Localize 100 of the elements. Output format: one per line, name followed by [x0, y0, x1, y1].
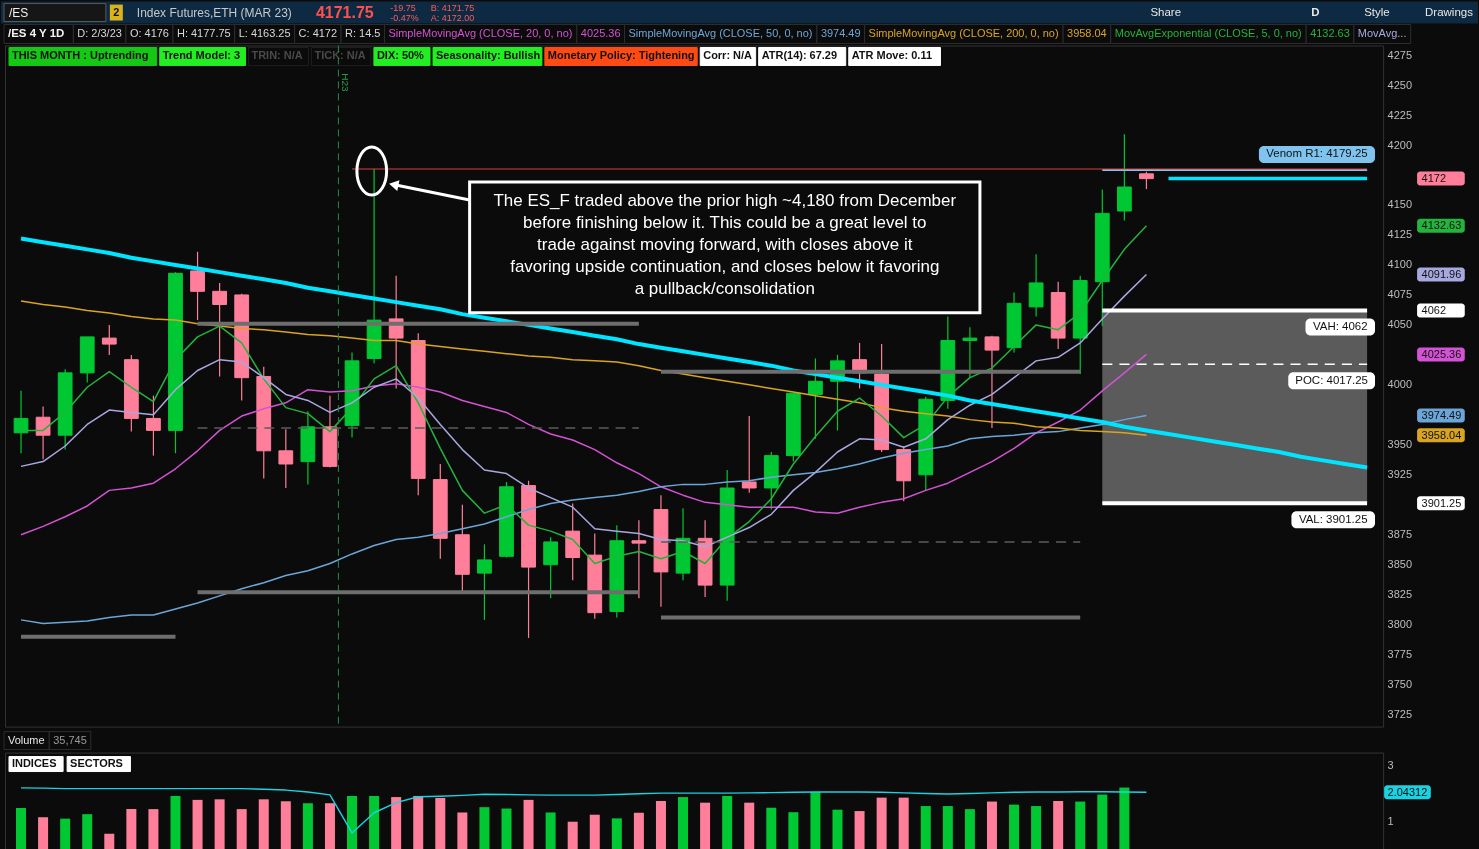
- series-label: VAH: 4062: [1312, 319, 1368, 332]
- y-tick-label: 3950: [1387, 438, 1413, 451]
- line-series: [20, 414, 1148, 625]
- annotation: Trend Model: 3: [162, 49, 241, 62]
- bar: [347, 795, 358, 849]
- text: A: 4172.00: [430, 12, 475, 23]
- chart-subtitle: Index Futures,ETH (MAR 23): [136, 5, 292, 20]
- bar: [302, 803, 313, 849]
- y-tick-label: 4125: [1387, 228, 1413, 241]
- bar: [280, 801, 291, 849]
- text: -19.75: [390, 2, 416, 13]
- annotation: The ES_F traded above the prior high ~4,180 from December before finishing below it. This could be a great level to trade against moving forward, with closes above it favoring upside continuation, and closes below it favoring a pullback/consolidation: [493, 190, 957, 298]
- candlestick: [984, 335, 1000, 429]
- bar: [655, 800, 666, 849]
- y-tick-label: 4100: [1387, 258, 1413, 271]
- annotation: Corr: N/A: [703, 49, 753, 62]
- y2-tick-label: 4025.36: [1421, 347, 1462, 360]
- annotation: THIS MONTH : Uptrending: [11, 49, 149, 62]
- text: H: 4177.75: [176, 27, 231, 40]
- text: D: [1311, 5, 1320, 18]
- text: MovAvgExponential (CLOSE, 5, 0, no): [1114, 27, 1302, 40]
- candlestick: [190, 251, 205, 321]
- y-tick-label: 4050: [1387, 318, 1413, 331]
- bar: [60, 818, 71, 849]
- bar: [457, 812, 468, 849]
- bar: [1031, 806, 1042, 849]
- y-tick-label: 3875: [1387, 528, 1413, 541]
- bar: [170, 795, 181, 849]
- bar: [633, 812, 644, 849]
- bar: [722, 795, 733, 849]
- annotation: DIX: 50%: [376, 49, 425, 62]
- bar: [82, 814, 93, 849]
- bar: [589, 814, 600, 849]
- y-tick-label: 4150: [1387, 198, 1413, 211]
- text: MovAvg...: [1357, 27, 1407, 40]
- candlestick: [808, 357, 823, 440]
- bar: [192, 799, 203, 849]
- bar: [1009, 804, 1020, 849]
- text: -0.47%: [390, 12, 419, 23]
- bar: [16, 807, 27, 849]
- candlestick: [1028, 253, 1044, 318]
- bar: [104, 833, 115, 849]
- candlestick: [741, 415, 757, 494]
- y2-tick-label: 3901.25: [1421, 496, 1462, 509]
- annotation: H23: [340, 73, 352, 93]
- bar: [744, 802, 755, 849]
- text: SimpleMovingAvg (CLOSE, 200, 0, no): [868, 27, 1059, 40]
- candlestick: [631, 519, 647, 599]
- y2-tick-label: 3974.49: [1421, 408, 1462, 421]
- text: SimpleMovingAvg (CLOSE, 50, 0, no): [628, 27, 813, 40]
- bar: [898, 797, 909, 849]
- bar: [214, 799, 225, 849]
- series-label: POC: 4017.25: [1295, 373, 1368, 386]
- y-tick-label: 4000: [1387, 378, 1413, 391]
- y2-tick-label: 4091.96: [1421, 268, 1462, 281]
- candlestick: [962, 326, 978, 379]
- text: Style: [1364, 5, 1390, 18]
- bar: [258, 799, 269, 849]
- text: SimpleMovingAvg (CLOSE, 20, 0, no): [388, 27, 573, 40]
- text: O: 4176: [129, 27, 169, 40]
- bar: [126, 809, 137, 849]
- y-tick-label: 4225: [1387, 108, 1413, 121]
- y-tick-label: 2.04312: [1387, 785, 1428, 798]
- candlestick: [477, 543, 492, 621]
- y-tick-label: 3725: [1387, 708, 1413, 721]
- candlestick: [212, 282, 228, 378]
- y2-tick-label: 4172: [1421, 172, 1446, 185]
- bar: [920, 806, 931, 849]
- candlestick: [1116, 133, 1132, 222]
- candlestick: [543, 536, 559, 599]
- bar: [391, 797, 402, 849]
- annotation: SECTORS: [70, 757, 123, 770]
- text: Share: [1150, 5, 1182, 18]
- candlestick: [101, 324, 117, 356]
- y-tick-label: 3775: [1387, 648, 1413, 661]
- bar: [236, 809, 247, 849]
- bar: [1097, 794, 1108, 849]
- y-tick-label: 1: [1387, 814, 1394, 827]
- chart-title: /ES 4 Y 1D: [7, 27, 65, 40]
- line-series: [20, 787, 1148, 834]
- text: 4171.75: [315, 3, 374, 21]
- candlestick: [13, 390, 29, 454]
- line-series: [19, 236, 1370, 470]
- bar: [854, 811, 865, 849]
- series-label: VAL: 3901.25: [1298, 512, 1368, 525]
- bar: [1119, 787, 1130, 849]
- bar: [413, 795, 424, 849]
- bar: [942, 806, 953, 849]
- y2-tick-label: 4132.63: [1421, 219, 1462, 232]
- y-tick-label: 3800: [1387, 618, 1413, 631]
- annotation: ATR Move: 0.11: [851, 49, 933, 62]
- text: 2: [113, 5, 120, 18]
- annotation: Monetary Policy: Tightening: [547, 49, 695, 62]
- bar: [38, 817, 49, 849]
- text: Drawings: [1425, 5, 1474, 18]
- text: D: 2/3/23: [77, 27, 122, 40]
- bar: [766, 807, 777, 849]
- line-series: [20, 300, 1148, 436]
- bar: [788, 812, 799, 849]
- bar: [700, 802, 711, 849]
